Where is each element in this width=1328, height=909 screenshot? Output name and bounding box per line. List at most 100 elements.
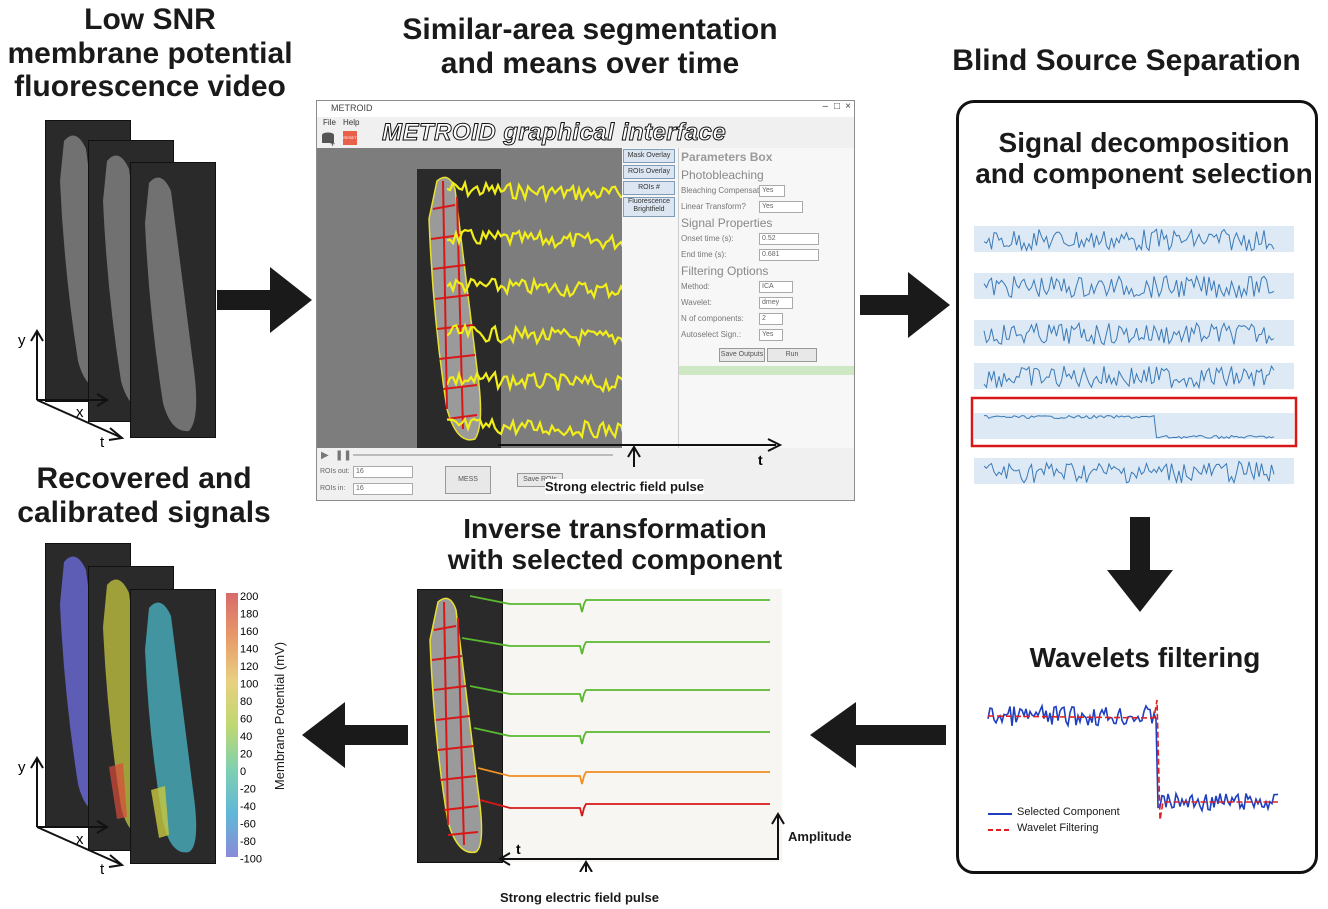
parameters-box-title: Parameters Box [681,150,773,164]
inverse-trace [479,799,770,817]
select-linear[interactable]: Yes [759,201,803,213]
label-wavelet: Wavelet: [681,298,712,307]
rois-out-label: ROIs out: [320,468,350,475]
arrow-gui-to-bss [860,272,950,338]
playback-controls: ▶ ❚❚ ROIs out: 16 ROIs in: 16 MESS Save … [317,448,854,500]
heading-segmentation: Similar-area segmentation and means over… [402,13,778,80]
select-wavelet[interactable]: dmey [759,297,793,309]
menu-file[interactable]: File [323,118,336,127]
rois-out-field[interactable]: 16 [353,466,413,478]
selected-component-highlight [970,396,1298,448]
component-trace [983,228,1275,252]
close-icon[interactable]: × [845,101,851,112]
colorbar-tick-label: 80 [240,696,252,708]
progress-bar [679,366,854,375]
colorbar-tick-label: -80 [240,836,256,848]
component-trace [983,364,1275,390]
selected-component-line [987,703,1279,813]
label-method: Method: [681,282,710,291]
component-trace [983,321,1275,346]
heading-input-video: Low SNR membrane potential fluorescence … [7,3,293,104]
colorbar-tick-label: -20 [240,784,256,796]
component-trace [983,274,1275,299]
timeline-slider[interactable] [353,454,613,456]
rois-overlay-button[interactable]: ROIs Overlay [623,165,675,179]
select-method[interactable]: ICA [759,281,793,293]
colorbar-ticks: 200180160140120100806040200-20-40-60-80-… [240,591,262,866]
input-onset[interactable]: 0.52 [759,233,819,245]
heading-inverse: Inverse transformation with selected com… [447,513,783,576]
menu-help[interactable]: Help [343,118,360,127]
section-signal: Signal Properties [681,216,773,230]
colorbar-tick-label: 60 [240,714,252,726]
axis-label-t-bottom: t [100,861,105,877]
pause-icon[interactable]: ❚❚ [335,450,352,461]
colorbar-label: Membrane Potential (mV) [272,641,287,791]
video-frame-3 [130,162,216,438]
arrow-inverse-to-recovered [302,702,408,768]
inverse-trace [469,685,770,703]
heading-bss: Blind Source Separation [952,44,1301,77]
colorbar-tick-label: 180 [240,609,258,621]
colorbar [226,593,238,857]
select-ncomp[interactable]: 2 [759,313,783,325]
colorbar-tick-label: 100 [240,679,258,691]
reset-button[interactable]: RESET [343,131,357,145]
cell-image [417,169,501,451]
arrow-video-to-gui [217,267,312,333]
select-bleach-comp[interactable]: Yes [759,185,785,197]
label-onset: Onset time (s): [681,234,734,243]
label-end: End time (s): [681,250,727,259]
heading-decomposition: Signal decomposition and component selec… [975,127,1313,190]
menubar: File Help [317,117,854,129]
colorbar-tick-label: -100 [240,854,262,866]
gui-time-axis: t [498,438,783,468]
label-linear: Linear Transform? [681,202,746,211]
minimize-icon[interactable]: – [822,101,828,112]
component-band [974,363,1294,389]
axes-gizmo-top: y x t [18,329,125,450]
heading-recovered: Recovered and calibrated signals [17,462,271,529]
inverse-trace [461,637,770,655]
rois-number-button[interactable]: ROIs # [623,181,675,195]
component-band [974,458,1294,484]
axis-label-t: t [100,434,105,450]
inverse-pulse-label: Strong electric field pulse [500,890,659,905]
legend-wavelet-filtering: Wavelet Filtering [1017,822,1099,834]
play-icon[interactable]: ▶ [321,450,329,461]
inverse-trace [477,767,770,785]
svg-text:+: + [330,139,335,147]
mask-overlay-button[interactable]: Mask Overlay [623,149,675,163]
recovered-frame-3 [130,589,216,864]
inverse-trace [473,727,770,745]
colorbar-tick-label: 20 [240,749,252,761]
inverse-traces [461,595,770,817]
inverse-trace [469,595,770,613]
component-band [974,413,1294,439]
label-ncomp: N of components: [681,314,744,323]
mess-button[interactable]: MESS [445,466,491,494]
gui-overlay-title: METROID graphical interface [381,119,727,147]
gui-time-label: t [758,452,763,468]
colorbar-tick-label: 200 [240,591,258,603]
maximize-icon[interactable]: □ [833,101,840,112]
axis-label-x: x [76,404,84,421]
colorbar-tick-label: 120 [240,661,258,673]
wavelet-plot [987,699,1279,831]
section-photobleaching: Photobleaching [681,168,764,182]
run-button[interactable]: Run [767,348,817,362]
metroid-window: METROID – □ × File Help + RESET METROID … [316,100,855,501]
select-autoselect[interactable]: Yes [759,329,783,341]
fluorescence-brightfield-button[interactable]: Fluorescence Brightfield [623,197,675,217]
component-trace [983,460,1275,485]
axis-label-x-bottom: x [76,831,84,848]
save-outputs-button[interactable]: Save Outputs [719,348,765,362]
legend-selected-component: Selected Component [1017,806,1120,818]
rois-in-field[interactable]: 16 [353,483,413,495]
arrow-decomp-to-wavelet [1107,517,1173,612]
database-add-icon[interactable]: + [321,131,337,149]
colorbar-tick-label: 0 [240,766,246,778]
input-end[interactable]: 0.681 [759,249,819,261]
component-band [974,320,1294,346]
amplitude-label: Amplitude [788,829,852,844]
